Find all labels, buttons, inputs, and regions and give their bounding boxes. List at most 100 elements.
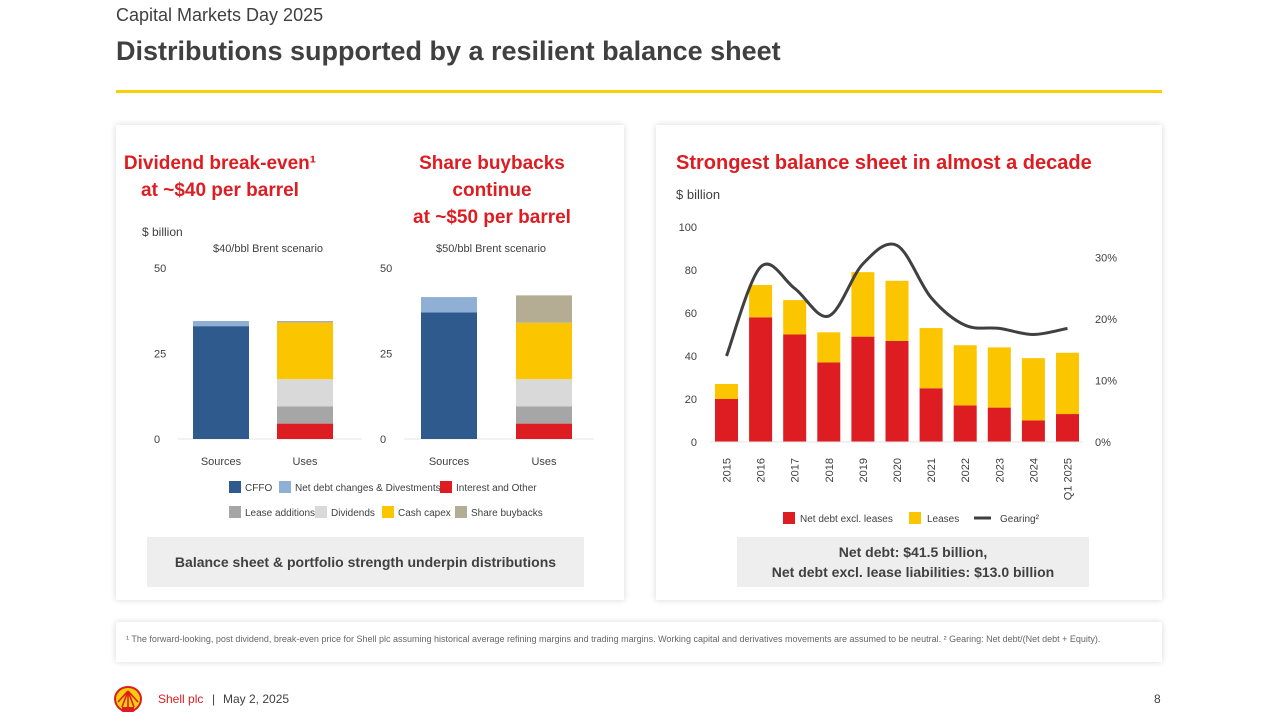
legend-swatch xyxy=(229,481,241,493)
x-tick-label: 2015 xyxy=(722,458,734,482)
bar-leases xyxy=(953,345,977,406)
legend-swatch xyxy=(382,506,394,518)
bar-segment xyxy=(277,322,333,380)
bar-leases xyxy=(851,272,875,337)
legend-label-gearing: Gearing² xyxy=(1000,514,1040,525)
y-tick-label: 50 xyxy=(154,263,166,275)
footer-separator: | xyxy=(212,692,216,706)
y-tick-label: 25 xyxy=(154,349,166,361)
y2-tick-label: 10% xyxy=(1095,376,1117,388)
legend-label: Dividends xyxy=(331,508,375,519)
y2-tick-label: 20% xyxy=(1095,314,1117,326)
bar-net-debt xyxy=(953,405,977,442)
bar-segment xyxy=(421,297,477,313)
bar-net-debt xyxy=(715,399,738,442)
y-tick-label: 0 xyxy=(691,437,697,449)
bar-segment xyxy=(277,321,333,323)
buyback-heading-line2: at ~$50 per barrel xyxy=(413,207,571,228)
balance-sheet-heading: Strongest balance sheet in almost a deca… xyxy=(676,152,1092,174)
x-tick-label: Sources xyxy=(429,456,470,468)
scenario-title-1: $40/bbl Brent scenario xyxy=(213,243,323,255)
legend-label: Share buybacks xyxy=(471,508,543,519)
bar-segment xyxy=(277,406,333,424)
bar-segment xyxy=(516,379,572,407)
bar-segment xyxy=(516,295,572,323)
left-callout: Balance sheet & portfolio strength under… xyxy=(147,537,584,587)
legend-swatch-net-debt xyxy=(783,512,795,524)
scenario-title-2: $50/bbl Brent scenario xyxy=(436,243,546,255)
legend-swatch-leases xyxy=(909,512,921,524)
y-tick-label: 100 xyxy=(679,222,697,234)
bar-net-debt xyxy=(783,334,807,442)
legend-label-leases: Leases xyxy=(927,514,959,525)
bar-leases xyxy=(987,347,1011,408)
bar-leases xyxy=(1056,352,1079,415)
legend-swatch xyxy=(315,506,327,518)
legend-label: Lease additions xyxy=(245,508,315,519)
bar-segment xyxy=(193,326,249,439)
y-tick-label: 20 xyxy=(685,394,697,406)
legend-label-net-debt: Net debt excl. leases xyxy=(800,514,893,525)
bar-leases xyxy=(817,332,841,363)
footnote-text: ¹ The forward-looking, post dividend, br… xyxy=(126,634,1101,644)
x-tick-label: 2023 xyxy=(994,458,1006,482)
buyback-heading: Share buybacks continue at ~$50 per barr… xyxy=(380,150,604,231)
bar-net-debt xyxy=(817,362,841,442)
y-tick-label: 0 xyxy=(380,434,386,446)
y2-tick-label: 0% xyxy=(1095,437,1111,449)
dividend-heading-line1: Dividend break-even¹ xyxy=(123,153,317,174)
x-tick-label: 2016 xyxy=(756,458,768,482)
legend-label: CFFO xyxy=(245,483,272,494)
footer-company: Shell plc xyxy=(158,692,204,706)
page-number: 8 xyxy=(1154,692,1161,706)
right-callout: Net debt: $41.5 billion, Net debt excl. … xyxy=(737,537,1089,587)
dividend-breakeven-heading: Dividend break-even¹ at ~$40 per barrel xyxy=(120,150,320,204)
x-tick-label: 2017 xyxy=(790,458,802,482)
x-tick-label: 2018 xyxy=(824,458,836,482)
bar-leases xyxy=(783,300,807,335)
left-unit-label: $ billion xyxy=(142,225,183,239)
x-tick-label: Sources xyxy=(201,456,242,468)
y-tick-label: 60 xyxy=(685,308,697,320)
legend-swatch xyxy=(455,506,467,518)
y-tick-label: 25 xyxy=(380,349,392,361)
y-tick-label: 50 xyxy=(380,263,392,275)
bar-net-debt xyxy=(919,388,943,442)
bar-net-debt xyxy=(1056,414,1079,442)
x-tick-label: 2024 xyxy=(1028,458,1040,482)
legend-label: Cash capex xyxy=(398,508,451,519)
bar-net-debt xyxy=(987,407,1011,442)
dividend-heading-line2: at ~$40 per barrel xyxy=(141,180,299,201)
bar-leases xyxy=(749,285,773,318)
bar-segment xyxy=(277,379,333,407)
deck-subtitle: Capital Markets Day 2025 xyxy=(116,5,324,25)
bar-leases xyxy=(1021,358,1045,421)
x-tick-label: 2019 xyxy=(858,458,870,482)
y-tick-label: 40 xyxy=(685,351,697,363)
bar-net-debt xyxy=(749,317,773,442)
legend-swatch xyxy=(279,481,291,493)
bar-leases xyxy=(885,280,909,341)
bar-segment xyxy=(193,321,249,327)
bar-segment xyxy=(277,423,333,439)
footnote-panel xyxy=(116,622,1162,662)
title-rule xyxy=(116,90,1162,93)
bar-leases xyxy=(919,328,943,389)
bar-net-debt xyxy=(851,336,875,442)
net-debt-callout-line1: Net debt: $41.5 billion, xyxy=(838,544,988,560)
y2-tick-label: 30% xyxy=(1095,253,1117,265)
bar-net-debt xyxy=(885,340,909,442)
y-tick-label: 0 xyxy=(154,434,160,446)
shell-logo-icon xyxy=(114,686,142,712)
bar-segment xyxy=(516,423,572,439)
net-debt-callout-line2: Net debt excl. lease liabilities: $13.0 … xyxy=(771,564,1055,580)
bar-net-debt xyxy=(1021,420,1045,442)
x-tick-label: Uses xyxy=(531,456,557,468)
buyback-heading-line1: Share buybacks continue xyxy=(419,153,565,201)
page-title: Distributions supported by a resilient b… xyxy=(116,36,781,66)
legend-swatch xyxy=(440,481,452,493)
x-tick-label: Q1 2025 xyxy=(1063,458,1075,500)
legend-label: Net debt changes & Divestments xyxy=(295,483,441,494)
